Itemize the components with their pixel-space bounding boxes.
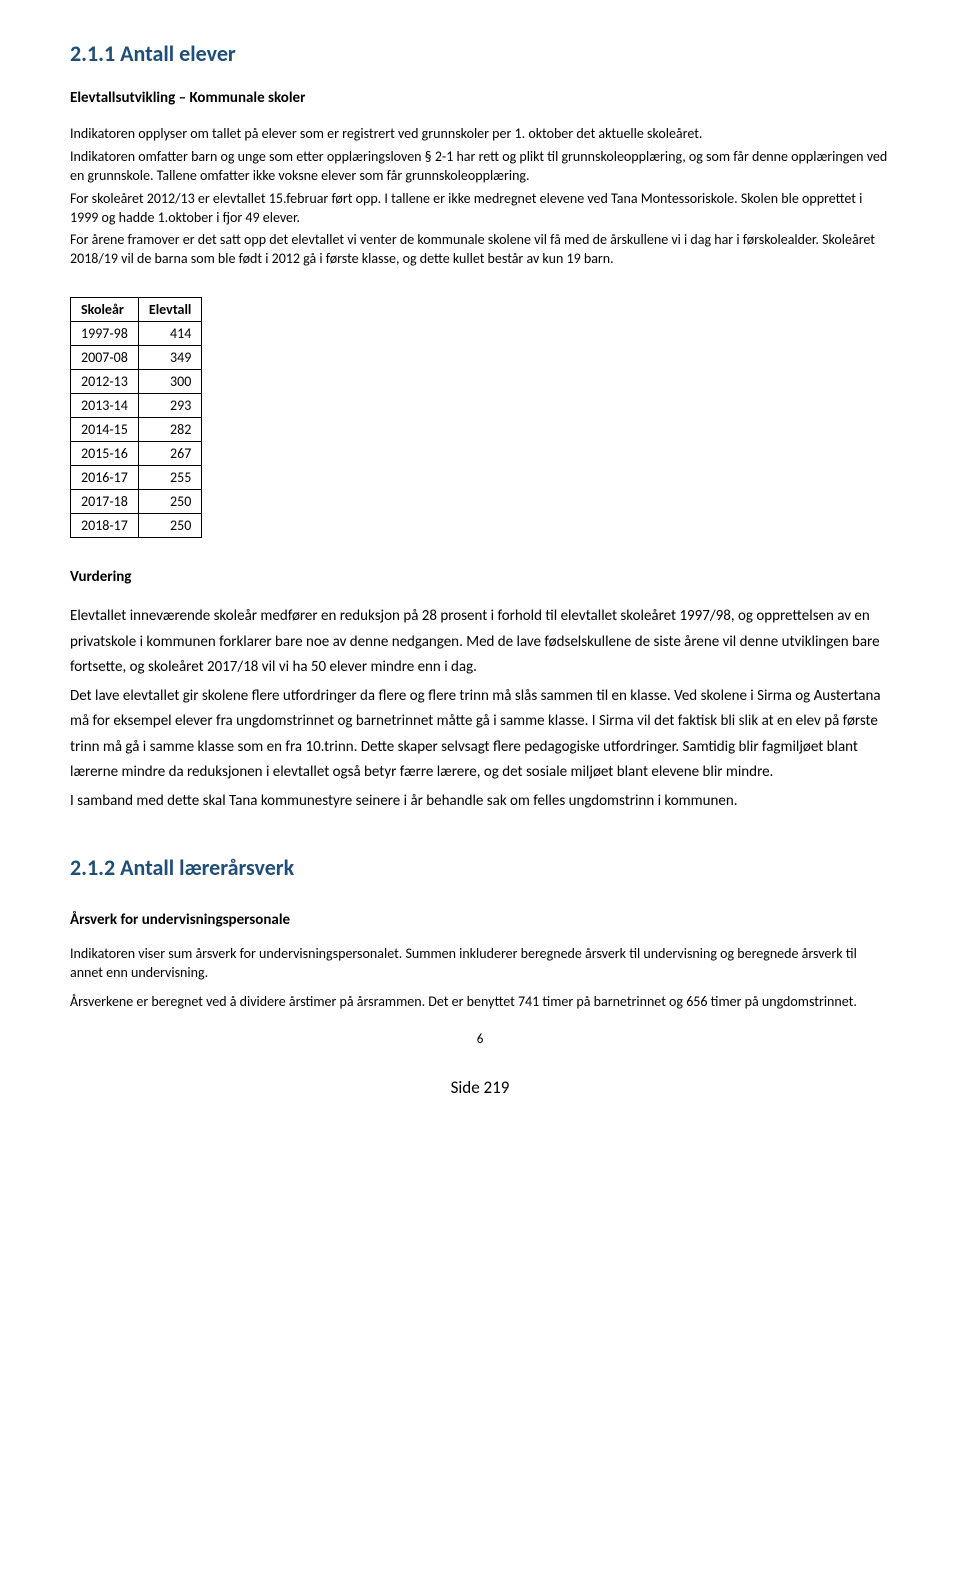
table-cell: 1997-98 <box>71 322 139 346</box>
section-subheading-2: Årsverk for undervisningspersonale <box>70 911 890 929</box>
table-row: 1997-98 414 <box>71 322 202 346</box>
section-heading-1: 2.1.1 Antall elever <box>70 40 890 67</box>
table-row: 2017-18 250 <box>71 490 202 514</box>
table-cell: 349 <box>138 346 201 370</box>
table-cell: 300 <box>138 370 201 394</box>
table-row: 2018-17 250 <box>71 514 202 538</box>
section2-p2: Årsverkene er beregnet ved å dividere år… <box>70 993 890 1012</box>
vurdering-block: Elevtallet inneværende skoleår medfører … <box>70 604 890 814</box>
table-cell: 2013-14 <box>71 394 139 418</box>
vurdering-heading: Vurdering <box>70 568 890 586</box>
table-cell: 2012-13 <box>71 370 139 394</box>
vurdering-p3: I samband med dette skal Tana kommunesty… <box>70 789 890 815</box>
para-1: Indikatoren opplyser om tallet på elever… <box>70 125 890 144</box>
table-cell: 250 <box>138 490 201 514</box>
section-heading-2: 2.1.2 Antall lærerårsverk <box>70 854 890 881</box>
para-3: For skoleåret 2012/13 er elevtallet 15.f… <box>70 190 890 228</box>
para-4: For årene framover er det satt opp det e… <box>70 231 890 269</box>
para-2: Indikatoren omfatter barn og unge som et… <box>70 148 890 186</box>
side-number: Side 219 <box>70 1077 890 1098</box>
table-row: 2015-16 267 <box>71 442 202 466</box>
table-cell: 2016-17 <box>71 466 139 490</box>
table-header-row: Skoleår Elevtall <box>71 298 202 322</box>
table-col-skolear: Skoleår <box>71 298 139 322</box>
table-cell: 255 <box>138 466 201 490</box>
table-cell: 2014-15 <box>71 418 139 442</box>
table-cell: 2007-08 <box>71 346 139 370</box>
section-subheading-1: Elevtallsutvikling – Kommunale skoler <box>70 89 890 107</box>
table-cell: 293 <box>138 394 201 418</box>
vurdering-p2: Det lave elevtallet gir skolene flere ut… <box>70 684 890 786</box>
table-cell: 250 <box>138 514 201 538</box>
table-row: 2016-17 255 <box>71 466 202 490</box>
page-number: 6 <box>70 1032 890 1047</box>
vurdering-p1: Elevtallet inneværende skoleår medfører … <box>70 604 890 681</box>
table-cell: 2015-16 <box>71 442 139 466</box>
table-row: 2012-13 300 <box>71 370 202 394</box>
table-row: 2014-15 282 <box>71 418 202 442</box>
document-page: 2.1.1 Antall elever Elevtallsutvikling –… <box>0 0 960 1145</box>
table-cell: 2017-18 <box>71 490 139 514</box>
table-cell: 282 <box>138 418 201 442</box>
table-row: 2007-08 349 <box>71 346 202 370</box>
elevtall-table: Skoleår Elevtall 1997-98 414 2007-08 349… <box>70 297 202 538</box>
intro-paragraph-block: Indikatoren opplyser om tallet på elever… <box>70 125 890 269</box>
table-cell: 267 <box>138 442 201 466</box>
table-cell: 414 <box>138 322 201 346</box>
section2-p1: Indikatoren viser sum årsverk for underv… <box>70 945 890 983</box>
table-row: 2013-14 293 <box>71 394 202 418</box>
table-col-elevtall: Elevtall <box>138 298 201 322</box>
table-cell: 2018-17 <box>71 514 139 538</box>
